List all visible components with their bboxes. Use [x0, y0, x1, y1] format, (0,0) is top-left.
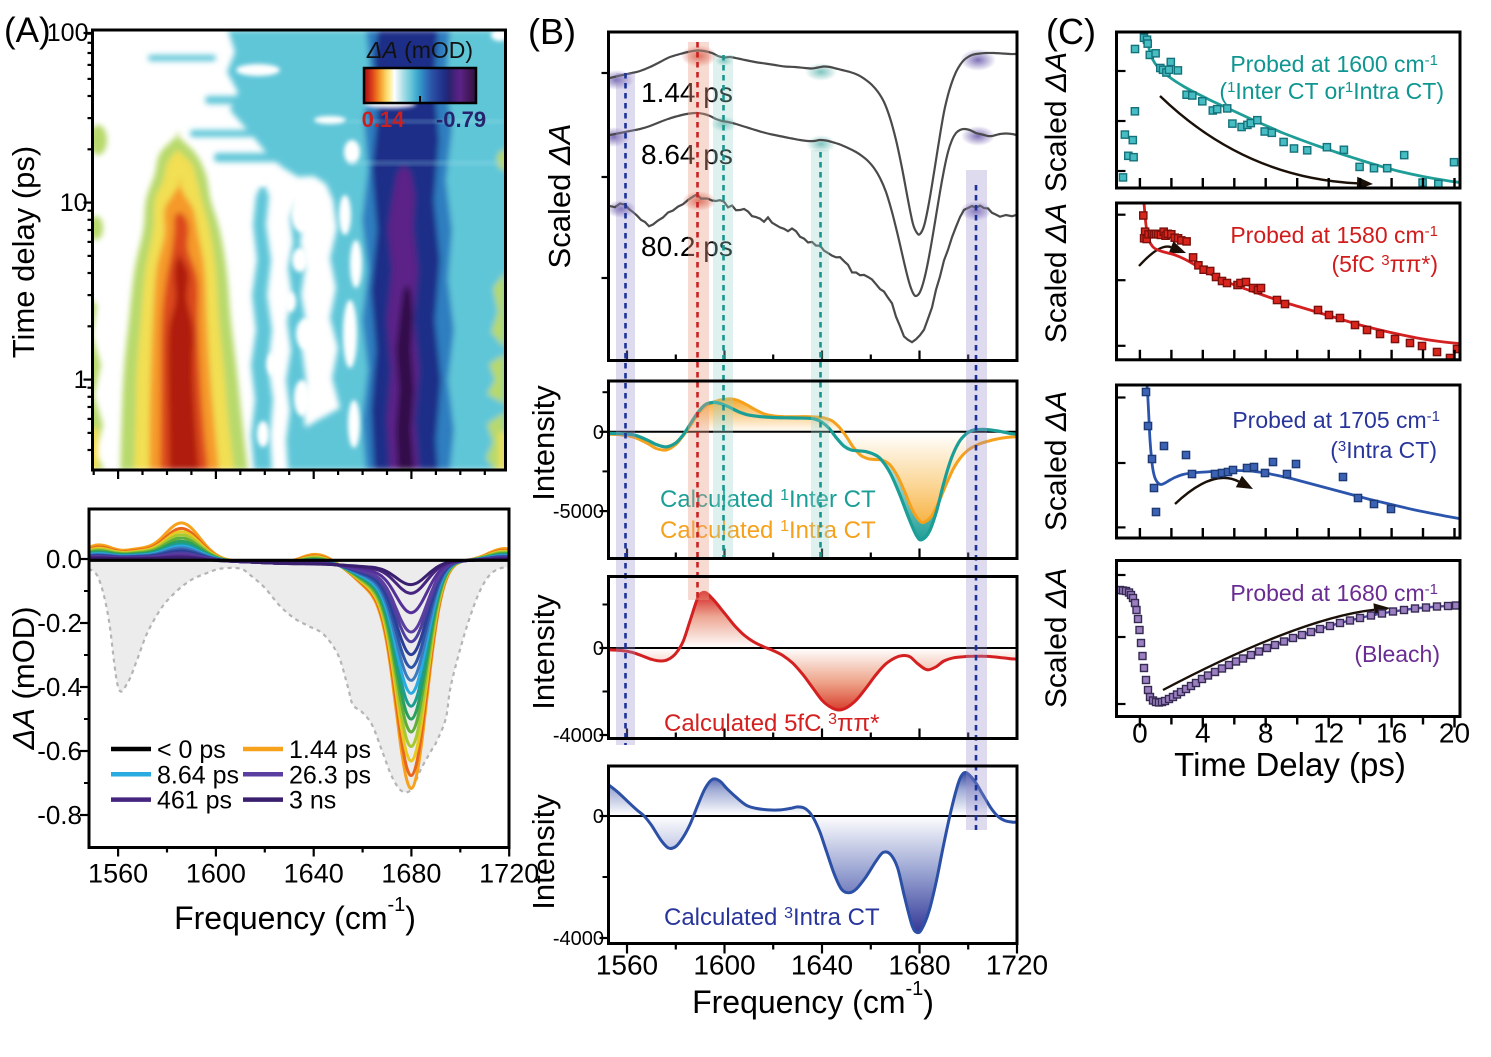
svg-text:1600: 1600 — [693, 950, 755, 981]
svg-text:Frequency (cm-1): Frequency (cm-1) — [692, 978, 934, 1020]
svg-text:Calculated 1Intra CT: Calculated 1Intra CT — [660, 517, 876, 544]
svg-text:Time Delay (ps): Time Delay (ps) — [1174, 746, 1406, 783]
svg-text:3 ns: 3 ns — [289, 787, 336, 815]
svg-text:Intensity: Intensity — [526, 385, 561, 501]
svg-text:1680: 1680 — [381, 859, 441, 889]
svg-text:Probed at 1580 cm-1: Probed at 1580 cm-1 — [1230, 222, 1438, 248]
svg-text:461 ps: 461 ps — [157, 787, 232, 815]
svg-text:Intensity: Intensity — [526, 594, 561, 710]
svg-text:(B): (B) — [528, 11, 576, 52]
svg-text:1560: 1560 — [596, 950, 658, 981]
svg-text:ΔA (mOD): ΔA (mOD) — [366, 37, 473, 63]
svg-text:Intensity: Intensity — [526, 794, 561, 910]
svg-text:< 0 ps: < 0 ps — [157, 736, 226, 764]
svg-text:Probed at 1680 cm-1: Probed at 1680 cm-1 — [1230, 580, 1438, 606]
svg-text:8.64 ps: 8.64 ps — [157, 761, 239, 789]
svg-text:0.14: 0.14 — [362, 107, 406, 132]
svg-text:Probed at 1705 cm-1: Probed at 1705 cm-1 — [1232, 407, 1440, 433]
svg-text:1.44 ps: 1.44 ps — [641, 77, 733, 108]
svg-text:8.64 ps: 8.64 ps — [641, 139, 733, 170]
svg-text:20: 20 — [1439, 718, 1470, 749]
svg-text:1600: 1600 — [186, 859, 246, 889]
svg-text:8: 8 — [1258, 718, 1274, 749]
svg-text:1720: 1720 — [479, 859, 539, 889]
svg-text:1.44 ps: 1.44 ps — [289, 736, 371, 764]
svg-text:(A): (A) — [4, 11, 51, 50]
svg-text:0: 0 — [593, 638, 604, 660]
svg-text:0.0: 0.0 — [46, 544, 82, 574]
svg-text:(1Inter CT or1Intra CT): (1Inter CT or1Intra CT) — [1219, 78, 1444, 104]
svg-text:10: 10 — [60, 189, 88, 217]
svg-text:Scaled ΔA: Scaled ΔA — [1040, 568, 1073, 708]
svg-text:Frequency (cm-1): Frequency (cm-1) — [174, 894, 416, 936]
svg-text:-4000: -4000 — [553, 928, 604, 950]
svg-text:16: 16 — [1376, 718, 1407, 749]
svg-text:Scaled ΔA: Scaled ΔA — [1040, 52, 1073, 192]
svg-text:0: 0 — [593, 806, 604, 828]
svg-text:Scaled ΔA: Scaled ΔA — [1040, 391, 1073, 531]
svg-text:Probed at 1600 cm-1: Probed at 1600 cm-1 — [1230, 51, 1438, 77]
svg-text:(Bleach): (Bleach) — [1354, 641, 1440, 667]
svg-text:-0.79: -0.79 — [436, 107, 486, 132]
svg-text:1560: 1560 — [88, 859, 148, 889]
svg-text:-5000: -5000 — [553, 501, 604, 523]
svg-text:4: 4 — [1195, 718, 1211, 749]
svg-text:26.3 ps: 26.3 ps — [289, 761, 371, 789]
svg-text:ΔA (mOD): ΔA (mOD) — [6, 606, 41, 750]
svg-text:12: 12 — [1313, 718, 1344, 749]
svg-text:Calculated 5fC 3ππ*: Calculated 5fC 3ππ* — [664, 710, 879, 737]
svg-text:Calculated 3Intra CT: Calculated 3Intra CT — [664, 904, 880, 931]
svg-text:Time delay (ps): Time delay (ps) — [6, 146, 41, 358]
svg-text:-0.8: -0.8 — [37, 800, 82, 830]
svg-text:80.2 ps: 80.2 ps — [641, 231, 733, 262]
svg-text:-0.2: -0.2 — [37, 608, 82, 638]
svg-text:1720: 1720 — [986, 950, 1048, 981]
svg-text:Calculated 1Inter CT: Calculated 1Inter CT — [660, 486, 876, 513]
svg-text:1: 1 — [74, 366, 88, 394]
svg-text:1640: 1640 — [791, 950, 853, 981]
svg-text:-0.4: -0.4 — [37, 672, 82, 702]
svg-text:100: 100 — [47, 19, 89, 47]
svg-text:Scaled ΔA: Scaled ΔA — [1040, 203, 1073, 343]
svg-text:1680: 1680 — [888, 950, 950, 981]
svg-text:-4000: -4000 — [553, 725, 604, 747]
svg-text:Scaled ΔA: Scaled ΔA — [542, 124, 577, 269]
svg-text:(3Intra CT): (3Intra CT) — [1330, 437, 1437, 463]
svg-text:1640: 1640 — [284, 859, 344, 889]
svg-text:(C): (C) — [1046, 11, 1096, 52]
svg-text:0: 0 — [1132, 718, 1148, 749]
svg-text:0: 0 — [593, 422, 604, 444]
svg-text:-0.6: -0.6 — [37, 736, 82, 766]
